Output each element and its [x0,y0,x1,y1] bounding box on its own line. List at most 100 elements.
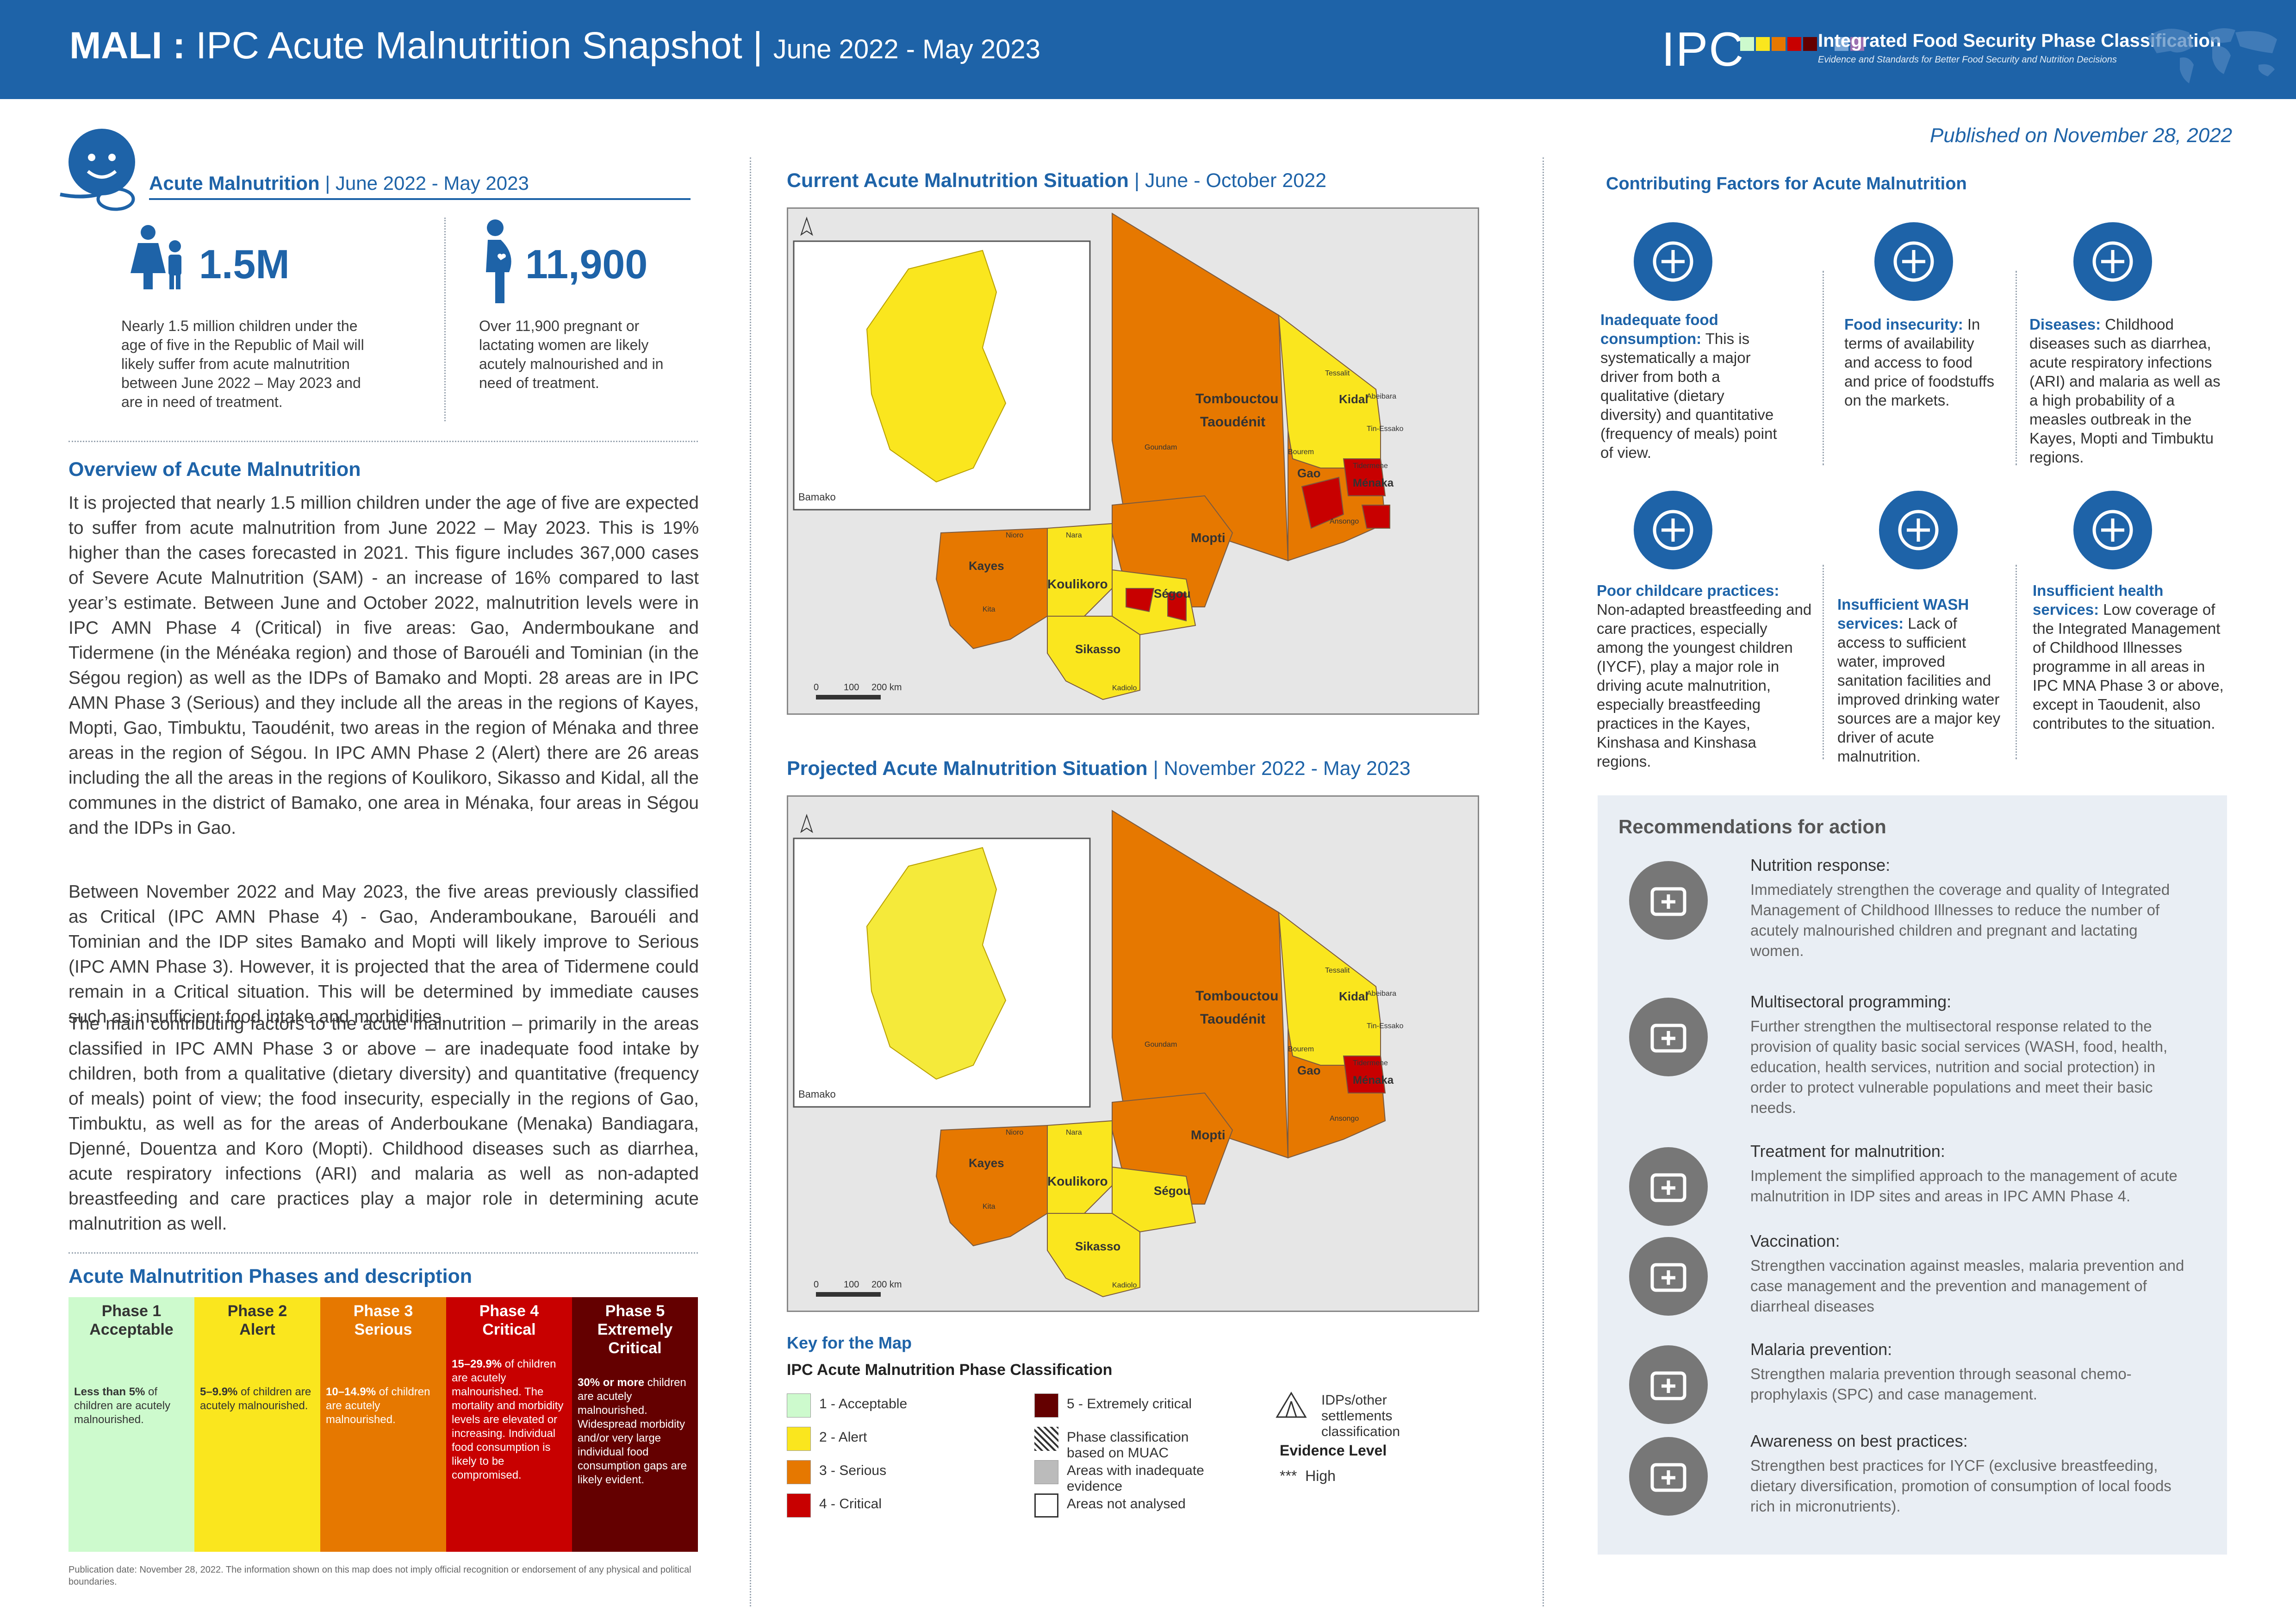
current-map-heading: Current Acute Malnutrition Situation | J… [787,169,1327,192]
map-label-kita: Kita [983,1203,996,1211]
scale-label: 100 [844,1280,859,1290]
map-label-tinessako: Tin-Essako [1367,425,1404,433]
phase-title: Phase 2 Alert [227,1302,287,1338]
children-count: 1.5M [199,241,290,287]
bamako-inset-shape [866,847,1007,1080]
key-label: Areas not analysed [1067,1496,1186,1512]
phase-description: 30% or more children are acutely malnour… [578,1376,687,1486]
mother-child-icon [1634,491,1712,569]
key-swatch [1034,1460,1058,1484]
map-label-kayes: Kayes [969,559,1004,573]
pregnant-woman-icon [486,219,511,303]
factor-title: Insufficient health services: [2033,582,2164,618]
factors-heading: Contributing Factors for Acute Malnutrit… [1606,174,1967,194]
map-label-kita: Kita [983,606,996,613]
mali-map-svg: Bamako Tombouctou Taoudénit Kidal Gao Ménaka M… [793,810,1404,1298]
recommendation-title: Nutrition response: [1750,856,1891,874]
map-label-kadiolo: Kadiolo [1112,1281,1137,1289]
phase-threshold: 5–9.9% [200,1386,238,1398]
factor-text: Food insecurity: In terms of availabilit… [1844,316,1995,409]
map-label-tinessako: Tin-Essako [1367,1022,1404,1030]
summary-divider [444,218,446,421]
key-label: Phase classification based on MUAC [1067,1430,1189,1461]
map-label-taoudenit: Taoudénit [1200,1012,1265,1027]
section-divider [68,1252,698,1254]
factor-title: Inadequate food consumption: [1600,311,1718,347]
women-count: 11,900 [525,241,648,287]
map-label-kadiolo: Kadiolo [1112,684,1137,692]
north-arrow-icon [800,813,813,833]
area-gao-critical [1301,476,1344,529]
scale-bar [816,1292,881,1297]
key-label: 3 - Serious [819,1463,887,1478]
bamako-inset-shape [866,250,1007,483]
page-title: MALI : IPC Acute Malnutrition Snapshot |… [69,25,1040,67]
map-label-koulikoro: Koulikoro [1047,577,1108,591]
phases-heading: Acute Malnutrition Phases and descriptio… [68,1265,473,1287]
ipc-square [1835,37,1848,51]
map-label-bourem: Bourem [1288,448,1314,456]
phase-threshold: Less than 5% [74,1386,145,1398]
projected-map-heading: Projected Acute Malnutrition Situation |… [787,757,1411,780]
factor-title: Diseases: [2029,316,2101,333]
factor-divider [1823,565,1824,759]
key-label: Areas with inadequate evidence [1067,1463,1204,1494]
factor-text: Insufficient WASH services: Lack of acce… [1837,596,2001,765]
region-kayes [935,1124,1048,1247]
map-label-ansongo: Ansongo [1330,518,1359,525]
phase-title: Phase 4 Critical [479,1302,539,1338]
map-label-nioro: Nioro [1006,531,1023,539]
key-swatch [787,1460,811,1484]
area-tidermene-critical [1343,458,1386,496]
map-label-kayes: Kayes [969,1156,1004,1170]
scale-bar [816,695,881,700]
phase-title: Phase 1 Acceptable [89,1302,174,1338]
overview-paragraph-1: It is projected that nearly 1.5 million … [68,493,699,838]
key-swatch [1034,1393,1058,1418]
map-label-sikasso: Sikasso [1075,642,1120,656]
overview-heading: Overview of Acute Malnutrition [68,458,361,481]
ipc-color-squares [1740,37,1866,53]
hands-heart-icon [1629,1345,1708,1424]
map-label-kidal: Kidal [1339,392,1369,406]
phase-column-3: Phase 3 Serious 10–14.9% of children are a… [320,1297,446,1552]
map-label-koulikoro: Koulikoro [1047,1174,1108,1188]
region-kidal [1278,911,1381,1066]
recommendations-heading: Recommendations for action [1618,816,1886,837]
ipc-square [1740,37,1754,51]
header-banner: MALI : IPC Acute Malnutrition Snapshot |… [0,0,2296,99]
region-kayes [935,527,1048,650]
key-label: 1 - Acceptable [819,1396,908,1412]
scale-label: 200 km [871,682,902,693]
recommendation-text: Implement the simplified approach to the… [1750,1167,2178,1205]
syringe-icon [1629,1237,1708,1316]
region-kidal [1278,314,1381,468]
acute-malnutrition-heading: Acute Malnutrition | June 2022 - May 202… [149,172,529,194]
key-swatch [1034,1493,1058,1518]
mali-map-svg: Bamako Tombouctou Taoudénit Kidal Gao Ménaka M… [793,212,1404,700]
inset-label: Bamako [798,1088,836,1100]
area-menaka-critical [1361,505,1390,529]
map-label-tidermene: Tidermene [1353,1059,1388,1067]
map-label-nara: Nara [1066,531,1082,539]
key-label: 5 - Extremely critical [1067,1396,1192,1412]
map-label-goundam: Goundam [1145,1041,1177,1049]
phase-description: Less than 5% of children are acutely mal… [74,1386,171,1426]
factor-text: Insufficient health services: Low covera… [2033,582,2224,732]
key-swatch [787,1427,811,1451]
recommendation-title: Vaccination: [1750,1231,1840,1250]
phase-column-4: Phase 4 Critical 15–29.9% of children are … [446,1297,572,1552]
column-divider [1543,157,1544,1606]
area-tidermene-critical [1343,1056,1386,1093]
puzzle-icon [1629,998,1708,1076]
medical-kit-icon [2073,491,2152,569]
map-label-tidermene: Tidermene [1353,462,1388,470]
scale-label: 100 [844,682,859,693]
idp-triangle-icon [1276,1392,1307,1418]
inset-label: Bamako [798,491,836,503]
factor-divider [2016,271,2017,465]
money-bag-icon [1874,222,1953,301]
ipc-square [1819,37,1833,51]
map-label-bourem: Bourem [1288,1045,1314,1053]
recommendation-text: Strengthen malaria prevention through se… [1750,1365,2132,1403]
